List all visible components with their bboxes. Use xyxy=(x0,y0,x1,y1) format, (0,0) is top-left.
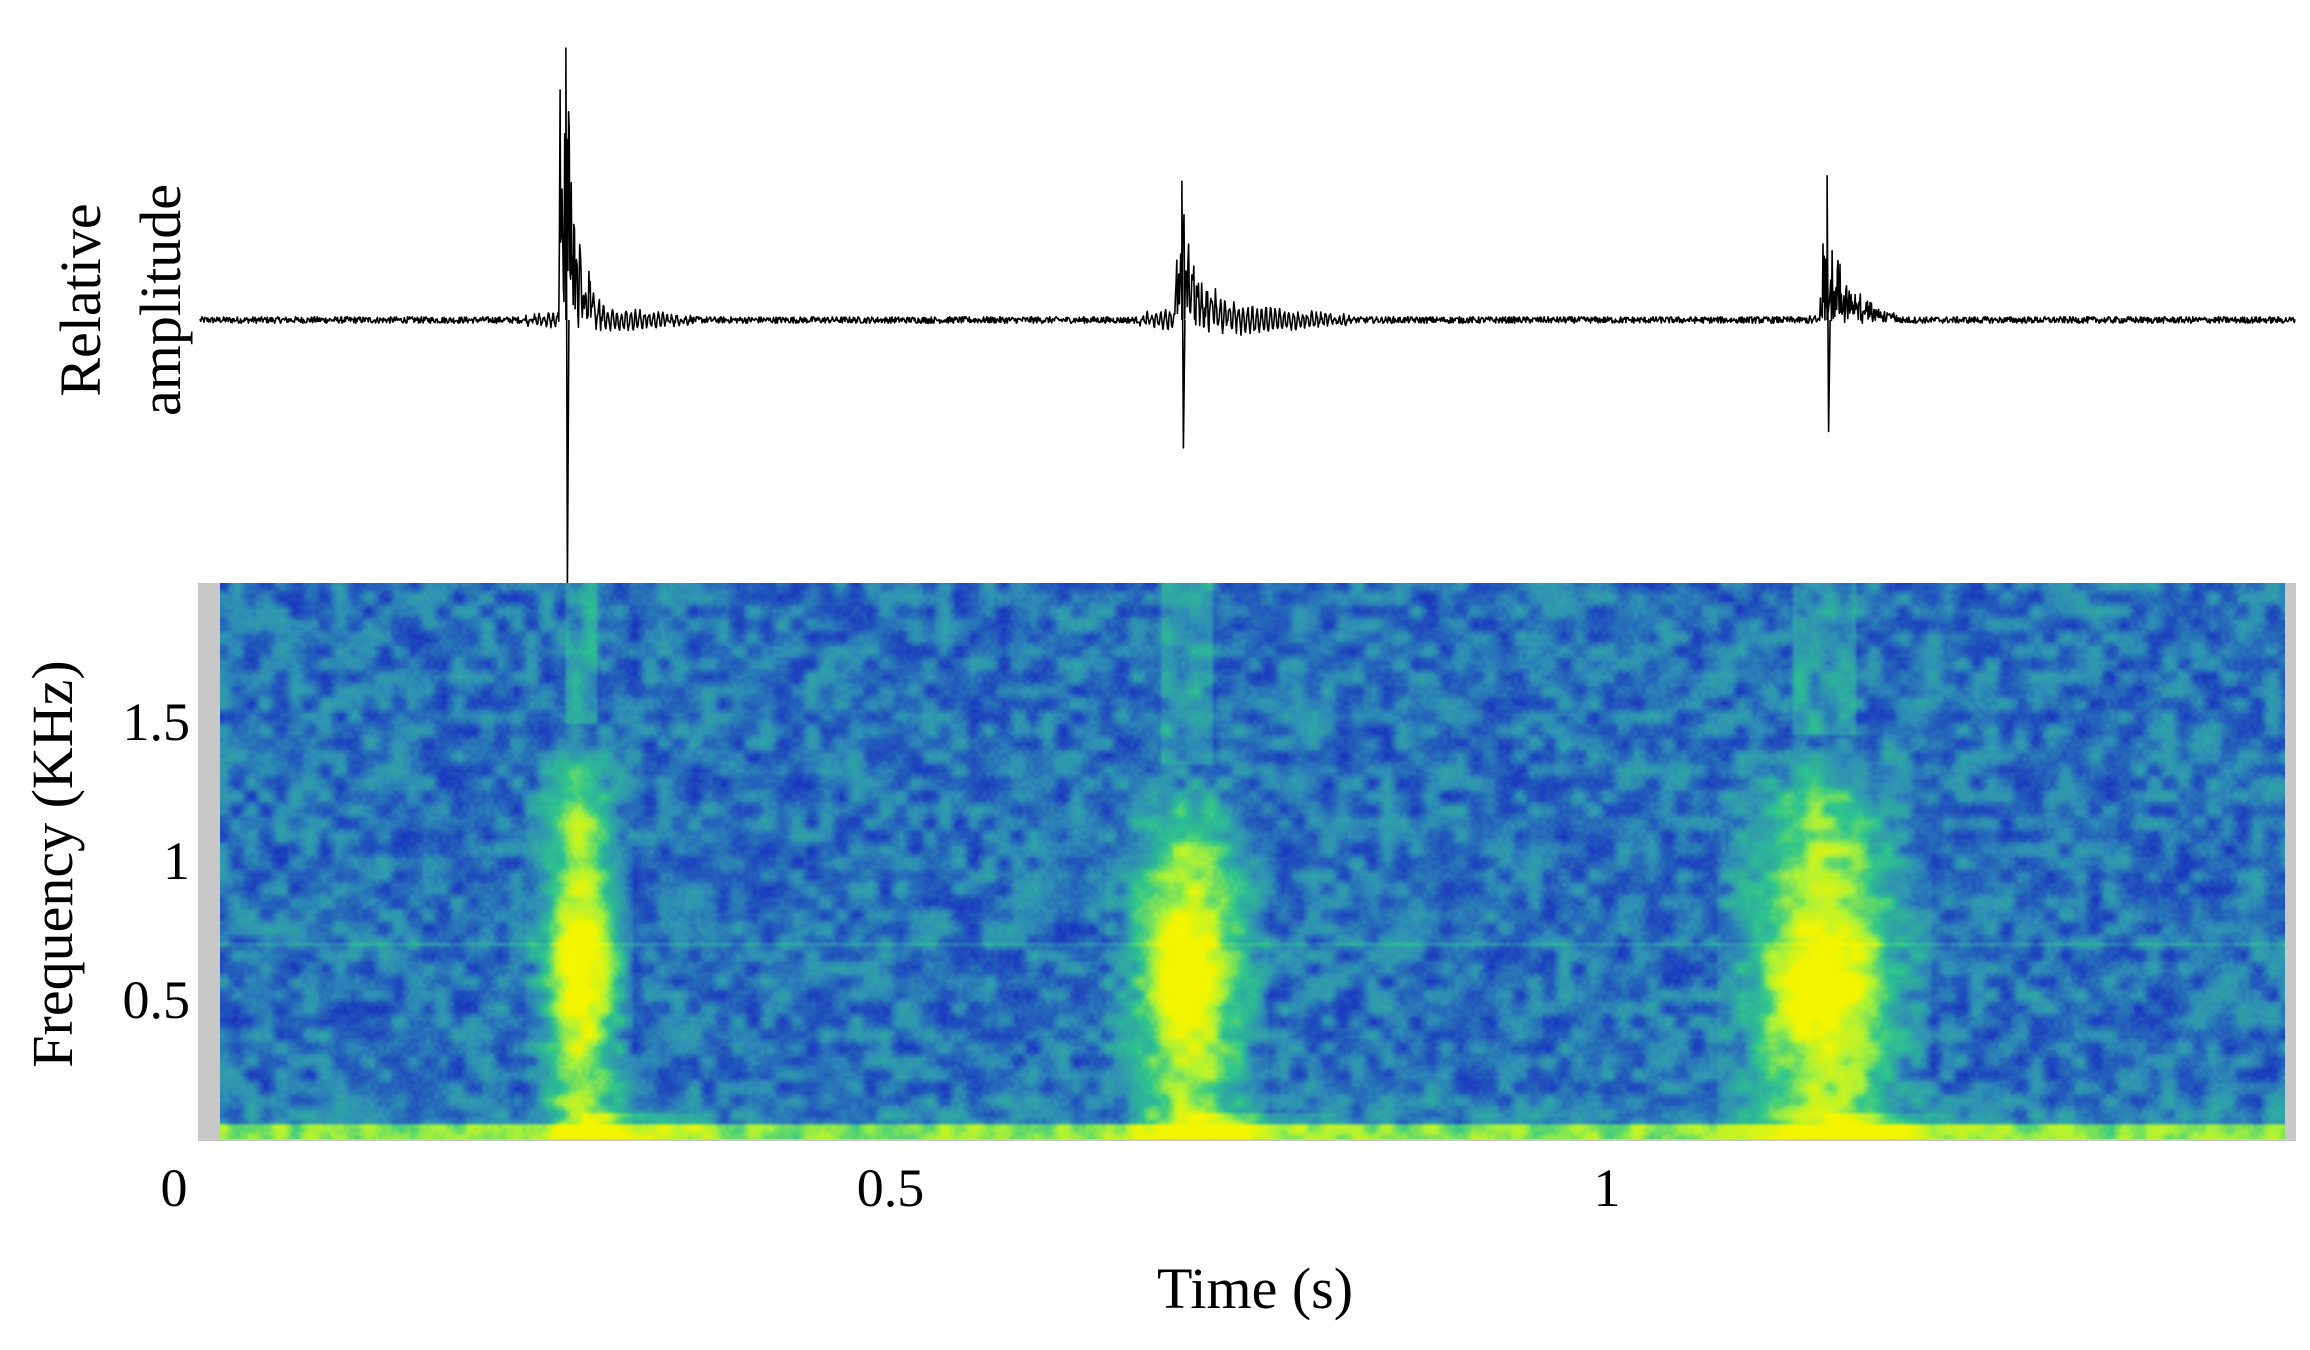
y-tick-label: 1.5 xyxy=(123,692,191,752)
spectrogram-heatmap xyxy=(220,583,2285,1139)
spectrogram-x-axis-label: Time (s) xyxy=(1157,1256,1353,1321)
waveform-trace xyxy=(199,47,2296,585)
spectrogram-panel: 0.511.5 0 0.5 1 Frequency (KHz) Time (s) xyxy=(20,583,2296,1321)
waveform-y-axis-label-line-2: amplitude xyxy=(128,184,193,416)
waveform-panel: Relative amplitude xyxy=(48,47,2296,585)
y-tick-label: 1 xyxy=(163,831,190,891)
waveform-y-axis-label-line-1: Relative xyxy=(48,203,113,396)
waveform-y-axis-label: Relative amplitude xyxy=(48,184,193,416)
spectrogram-x-ticks: 0 0.5 1 xyxy=(161,1158,1621,1218)
x-tick-label: 0.5 xyxy=(857,1158,925,1218)
x-tick-label: 1 xyxy=(1594,1158,1621,1218)
y-tick-label: 0.5 xyxy=(123,970,191,1030)
x-tick-label: 0 xyxy=(161,1158,188,1218)
spectrogram-y-ticks: 0.5 1 1.5 xyxy=(123,692,191,1030)
spectrogram-y-axis-label: Frequency (KHz) xyxy=(20,660,85,1067)
